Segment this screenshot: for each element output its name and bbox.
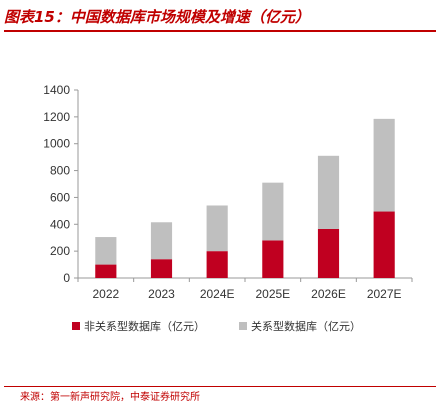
chart-bars <box>95 118 395 278</box>
bar-relational-2025E <box>262 182 284 241</box>
x-tick-label: 2023 <box>148 287 175 301</box>
bar-relational-2024E <box>206 205 228 252</box>
chart-axes <box>74 89 413 282</box>
x-tick-label: 2027E <box>367 287 402 301</box>
bar-nonrelational-2026E <box>317 228 340 278</box>
bar-relational-2023 <box>150 222 173 260</box>
y-tick-label: 800 <box>50 164 70 178</box>
x-tick-label: 2025E <box>255 287 290 301</box>
y-tick-label: 1000 <box>43 137 70 151</box>
y-tick-label: 1200 <box>43 110 70 124</box>
legend-item-nonrelational: 非关系型数据库（亿元） <box>72 318 205 334</box>
bar-nonrelational-2022 <box>95 264 117 278</box>
x-tick-label: 2022 <box>92 287 119 301</box>
bar-relational-2027E <box>373 118 395 212</box>
legend-swatch-relational <box>239 322 247 330</box>
bar-relational-2026E <box>317 155 340 229</box>
bar-nonrelational-2023 <box>150 259 173 278</box>
x-tick-label: 2024E <box>200 287 235 301</box>
y-tick-label: 200 <box>50 244 70 258</box>
bar-chart: 0 200 400 600 800 1000 1200 1400 2022 2023 2024E 20… <box>43 83 413 301</box>
y-tick-label: 0 <box>63 271 70 285</box>
y-tick-label: 600 <box>50 190 70 204</box>
source-note: 来源：第一新声研究院，中泰证券研究所 <box>20 392 200 403</box>
x-tick-label: 2026E <box>311 287 346 301</box>
title-divider <box>4 30 436 32</box>
chart-labels: 0 200 400 600 800 1000 1200 1400 2022 2023 2024E 20… <box>43 83 401 301</box>
bar-relational-2022 <box>95 237 117 265</box>
bar-nonrelational-2024E <box>206 251 228 278</box>
legend-swatch-nonrelational <box>72 322 80 330</box>
bar-nonrelational-2027E <box>373 211 395 278</box>
chart-legend: 非关系型数据库（亿元） 关系型数据库（亿元） <box>72 318 361 334</box>
chart-title: 图表15：中国数据库市场规模及增速（亿元） <box>4 8 310 26</box>
legend-item-relational: 关系型数据库（亿元） <box>239 318 361 334</box>
bar-nonrelational-2025E <box>262 240 284 278</box>
y-tick-label: 400 <box>50 217 70 231</box>
legend-label-relational: 关系型数据库（亿元） <box>251 320 361 333</box>
legend-label-nonrelational: 非关系型数据库（亿元） <box>84 320 205 333</box>
source-divider <box>4 386 436 387</box>
y-tick-label: 1400 <box>43 83 70 97</box>
